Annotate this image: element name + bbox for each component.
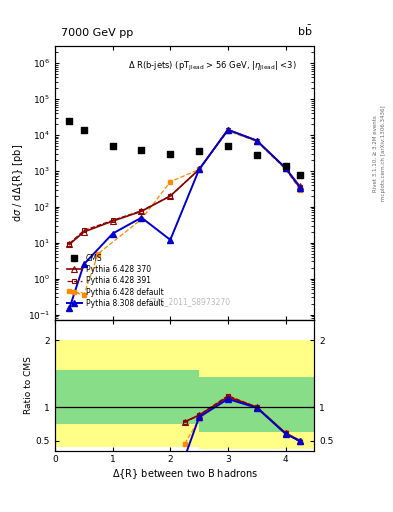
Pythia 6.428 default (139, 216, 144, 222)
Text: $\Delta$ R(b-jets) (pT$_{\mathsf{Jlead}}$ > 56 GeV, |$\eta_{\mathsf{Jlead}}$| <3: $\Delta$ R(b-jets) (pT$_{\mathsf{Jlead}}… (128, 60, 296, 73)
Pythia 6.428 391 (298, 184, 302, 190)
Pythia 6.428 391 (67, 241, 72, 247)
Legend: CMS, Pythia 6.428 370, Pythia 6.428 391, Pythia 6.428 default, Pythia 8.308 defa: CMS, Pythia 6.428 370, Pythia 6.428 391,… (67, 254, 163, 308)
Pythia 6.428 391 (197, 166, 202, 173)
CMS (81, 125, 87, 134)
CMS (167, 150, 173, 158)
Pythia 8.308 default (139, 215, 144, 221)
CMS (253, 151, 260, 159)
CMS (66, 117, 73, 125)
Pythia 6.428 370 (67, 241, 72, 247)
Pythia 8.308 default (67, 305, 72, 311)
Pythia 8.308 default (298, 185, 302, 191)
Pythia 6.428 391 (81, 227, 86, 233)
Pythia 6.428 default (96, 250, 101, 257)
Pythia 8.308 default (283, 165, 288, 171)
Pythia 8.308 default (197, 166, 202, 173)
Pythia 6.428 default (168, 179, 173, 185)
Line: Pythia 6.428 391: Pythia 6.428 391 (67, 127, 303, 246)
Pythia 6.428 default (197, 166, 202, 173)
Pythia 8.308 default (226, 126, 230, 133)
CMS (138, 146, 145, 154)
Line: Pythia 6.428 370: Pythia 6.428 370 (66, 126, 303, 247)
Text: mcplots.cern.ch [arXiv:1306.3436]: mcplots.cern.ch [arXiv:1306.3436] (381, 106, 386, 201)
Text: Rivet 3.1.10, ≥ 3.2M events: Rivet 3.1.10, ≥ 3.2M events (373, 115, 378, 192)
Text: 7000 GeV pp: 7000 GeV pp (61, 28, 133, 38)
Pythia 8.308 default (110, 230, 115, 237)
CMS (225, 142, 231, 150)
Pythia 6.428 391 (110, 217, 115, 223)
Pythia 6.428 370 (168, 193, 173, 199)
Pythia 6.428 391 (139, 208, 144, 214)
Pythia 6.428 370 (283, 165, 288, 171)
Pythia 6.428 370 (81, 229, 86, 235)
Pythia 6.428 default (298, 186, 302, 193)
X-axis label: $\Delta${R} between two B hadrons: $\Delta${R} between two B hadrons (112, 467, 258, 481)
Line: Pythia 8.308 default: Pythia 8.308 default (66, 126, 303, 311)
Pythia 8.308 default (168, 237, 173, 243)
Pythia 6.428 default (254, 139, 259, 145)
CMS (196, 147, 202, 156)
Pythia 8.308 default (254, 138, 259, 144)
Line: Pythia 6.428 default: Pythia 6.428 default (67, 129, 303, 297)
Pythia 6.428 default (67, 288, 72, 294)
Pythia 6.428 default (226, 128, 230, 134)
CMS (297, 172, 303, 180)
Pythia 6.428 370 (254, 138, 259, 144)
Pythia 6.428 370 (197, 166, 202, 173)
Text: CMS_2011_S8973270: CMS_2011_S8973270 (149, 297, 231, 306)
Pythia 6.428 391 (254, 138, 259, 144)
CMS (283, 162, 289, 170)
Pythia 6.428 391 (283, 165, 288, 171)
Pythia 6.428 default (81, 292, 86, 298)
Pythia 8.308 default (81, 261, 86, 267)
Pythia 6.428 370 (139, 208, 144, 215)
CMS (110, 142, 116, 151)
Pythia 6.428 default (283, 166, 288, 173)
Pythia 6.428 370 (298, 183, 302, 189)
Y-axis label: d$\sigma$ / d$\Delta${R} [pb]: d$\sigma$ / d$\Delta${R} [pb] (11, 144, 25, 222)
Text: b$\mathsf{\bar{b}}$: b$\mathsf{\bar{b}}$ (297, 24, 312, 38)
Pythia 6.428 391 (226, 126, 230, 133)
Pythia 6.428 370 (226, 126, 230, 133)
Y-axis label: Ratio to CMS: Ratio to CMS (24, 356, 33, 414)
Pythia 6.428 391 (168, 193, 173, 199)
Pythia 6.428 370 (110, 218, 115, 224)
